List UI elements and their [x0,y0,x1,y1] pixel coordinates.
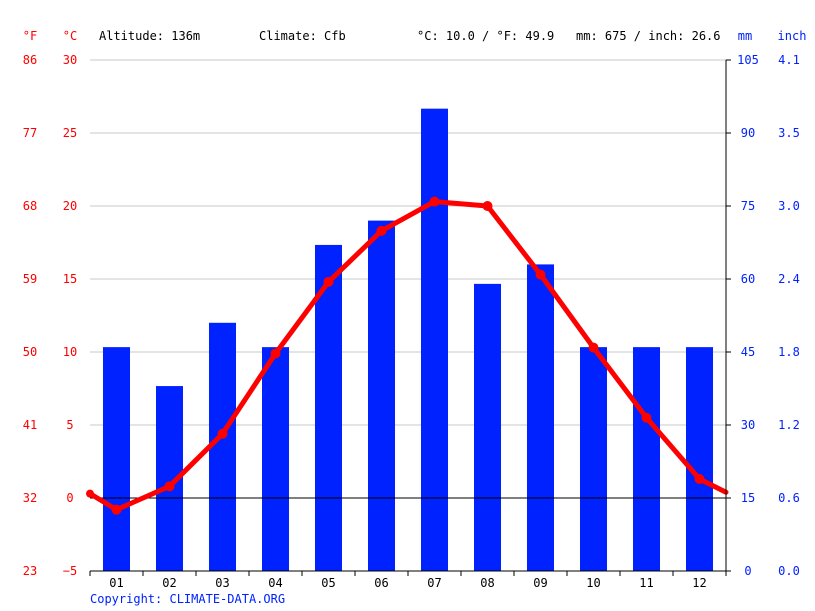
temperature-line-layer [86,196,729,515]
inch-unit-label: inch [778,29,807,43]
temperature-point [323,276,334,287]
precipitation-bar [474,283,501,571]
x-tick-label: 05 [321,576,335,590]
precipitation-bar [527,264,554,571]
mm-tick-label: 45 [741,345,755,359]
precipitation-bars [103,108,713,572]
temperature-point [376,225,387,236]
temperature-point [429,196,440,207]
mm-tick-label: 60 [741,272,755,286]
precipitation-bar [262,347,289,571]
x-tick-label: 07 [427,576,441,590]
x-tick-label: 11 [639,576,653,590]
x-tick-label: 01 [109,576,123,590]
x-tick-label: 03 [215,576,229,590]
celsius-unit-label: °C [63,29,77,43]
axes [89,59,731,576]
precipitation-summary: mm: 675 / inch: 26.6 [576,29,721,43]
temperature-point [164,481,175,492]
fahrenheit-unit-label: °F [23,29,37,43]
temperature-point [641,412,652,423]
celsius-tick-label: 30 [63,53,77,67]
celsius-tick-label: −5 [63,564,77,578]
mm-tick-label: 15 [741,491,755,505]
celsius-tick-label: 25 [63,126,77,140]
fahrenheit-tick-label: 41 [23,418,37,432]
celsius-tick-label: 10 [63,345,77,359]
temperature-summary: °C: 10.0 / °F: 49.9 [417,29,554,43]
inch-tick-label: 3.0 [778,199,800,213]
temperature-point [217,428,228,439]
x-tick-label: 08 [480,576,494,590]
mm-tick-label: 105 [737,53,759,67]
fahrenheit-tick-label: 59 [23,272,37,286]
precipitation-bar [421,108,448,572]
inch-tick-label: 1.2 [778,418,800,432]
celsius-tick-label: 15 [63,272,77,286]
mm-tick-label: 30 [741,418,755,432]
mm-tick-label: 90 [741,126,755,140]
mm-tick-label: 75 [741,199,755,213]
temperature-point [588,342,599,353]
inch-tick-label: 3.5 [778,126,800,140]
fahrenheit-tick-label: 23 [23,564,37,578]
temperature-edge-point [86,489,94,498]
inch-tick-label: 1.8 [778,345,800,359]
climate-label: Climate: Cfb [259,29,346,43]
temperature-point [270,348,281,359]
temperature-line [87,199,729,513]
temperature-point [482,201,493,211]
x-tick-label: 04 [268,576,282,590]
x-tick-label: 06 [374,576,388,590]
x-tick-label: 02 [162,576,176,590]
fahrenheit-tick-label: 32 [23,491,37,505]
temperature-point [111,504,122,515]
x-tick-label: 09 [533,576,547,590]
mm-unit-label: mm [738,29,752,43]
celsius-tick-label: 0 [66,491,73,505]
copyright-text: Copyright: CLIMATE-DATA.ORG [90,592,285,606]
fahrenheit-tick-label: 86 [23,53,37,67]
fahrenheit-tick-label: 77 [23,126,37,140]
celsius-tick-label: 20 [63,199,77,213]
precipitation-bar [580,347,607,571]
fahrenheit-tick-label: 68 [23,199,37,213]
inch-tick-label: 4.1 [778,53,800,67]
precipitation-bar [686,347,713,571]
mm-tick-label: 0 [744,564,751,578]
precipitation-bar [633,347,660,571]
inch-tick-label: 2.4 [778,272,800,286]
precipitation-bar [368,220,395,571]
x-tick-label: 12 [692,576,706,590]
temperature-point [535,269,546,280]
precipitation-bar [103,347,130,571]
celsius-tick-label: 5 [66,418,73,432]
temperature-point [694,474,705,485]
precipitation-bar [209,322,236,571]
precipitation-bar [315,244,342,571]
altitude-label: Altitude: 136m [99,29,200,43]
inch-tick-label: 0.0 [778,564,800,578]
x-tick-label: 10 [586,576,600,590]
fahrenheit-tick-label: 50 [23,345,37,359]
inch-tick-label: 0.6 [778,491,800,505]
